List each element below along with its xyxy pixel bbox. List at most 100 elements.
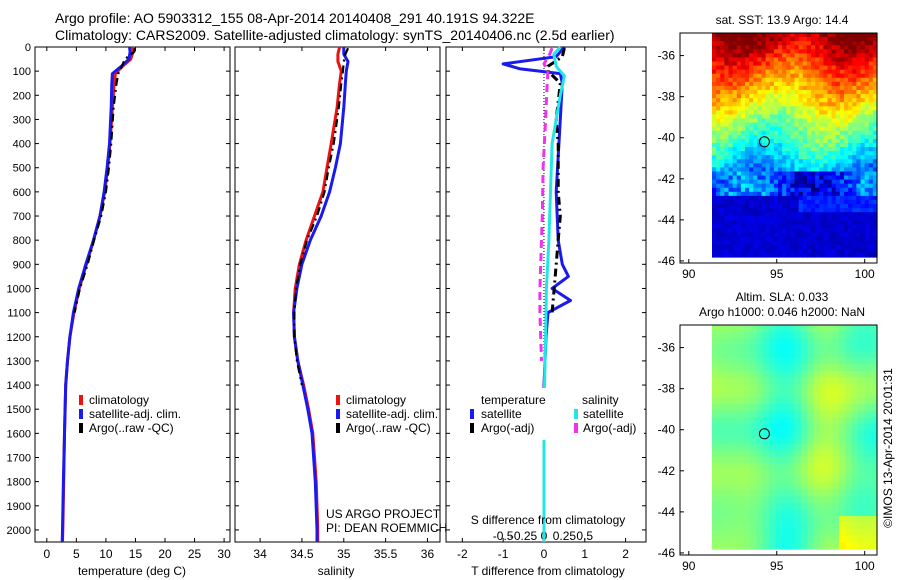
map-cell [848,224,853,230]
map-cell [856,224,862,230]
map-cell [794,216,800,221]
map-cell [807,371,815,379]
map-cell [864,371,872,379]
map-cell [800,430,808,438]
map-cell [724,114,730,120]
map-cell [778,45,783,50]
map-cell [806,187,812,193]
map-cell [757,33,763,38]
map-cell [769,232,775,238]
map-cell [851,390,859,399]
map-cell [856,73,862,79]
map-cell [718,529,726,537]
map-cell [712,138,717,144]
map-cell [786,57,791,63]
map-cell [819,377,827,385]
legend-heading-temperature: temperature [481,393,546,407]
map-cell [757,224,763,230]
map-cell [860,187,866,193]
map-cell [762,371,770,379]
map-cell [712,384,719,392]
map-cell [736,102,742,107]
map-cell [807,390,815,399]
map-cell [868,138,874,144]
map-cell [761,114,767,120]
map-cell [778,191,783,197]
map-cell [848,187,853,193]
map-cell [848,232,853,238]
map-cell [844,138,849,144]
map-cell [778,240,783,246]
s-tick-label: 0.25 [553,529,577,543]
map-cell [718,469,726,478]
map-cell [864,351,872,359]
map-cell [800,351,808,359]
map-cell [852,151,857,156]
map-cell [860,41,866,46]
map-cell [848,159,853,164]
map-cell [732,163,738,168]
map-cell [737,502,745,511]
map-cell [728,53,734,59]
map-cell [728,77,734,83]
map-cell [819,390,827,399]
map-cell [756,469,764,478]
map-cell [868,85,874,91]
map-cell [756,371,764,379]
map-cell [844,81,849,87]
map-cell [872,33,878,38]
map-cell [773,130,779,136]
map-cell [823,85,829,91]
map-cell [848,126,853,132]
map-cell [762,469,770,478]
map-cell [731,469,738,478]
map-cell [736,33,742,38]
map-cell [870,516,878,524]
map-cell [864,404,872,412]
map-cell [835,73,841,79]
map-cell [806,33,812,38]
map-cell [790,81,796,87]
map-cell [838,397,846,405]
map-cell [724,430,732,438]
map-cell [839,114,845,120]
map-cell [749,171,754,177]
map-cell [852,65,857,71]
map-cell [864,228,870,234]
map-cell [806,106,812,111]
map-cell [868,53,874,59]
map-cell [756,496,764,504]
map-cell [826,522,834,530]
map-cell [844,220,849,226]
map-cell [819,130,824,136]
map-cell [781,469,789,478]
map-cell [753,130,758,136]
map-cell [737,417,745,425]
map-cell [769,437,777,445]
map-y-tick-label: -44 [658,213,676,227]
map-cell [848,208,853,213]
map-cell [753,208,758,213]
map-cell [839,138,845,144]
map-cell [786,98,791,103]
map-cell [860,81,866,87]
map-cell [778,61,783,67]
map-cell [740,195,746,201]
map-cell [860,65,866,71]
map-cell [864,90,870,95]
map-cell [852,155,857,160]
map-cell [724,138,730,144]
map-cell [724,41,730,46]
map-cell [848,175,853,181]
map-cell [813,390,821,399]
map-cell [769,81,775,87]
map-cell [798,179,804,185]
map-cell [800,535,808,544]
map-cell [856,175,862,181]
map-cell [831,45,837,50]
map-cell [852,90,857,95]
map-cell [743,325,751,333]
map-cell [856,159,862,164]
map-cell [845,357,853,366]
map-cell [856,163,862,168]
